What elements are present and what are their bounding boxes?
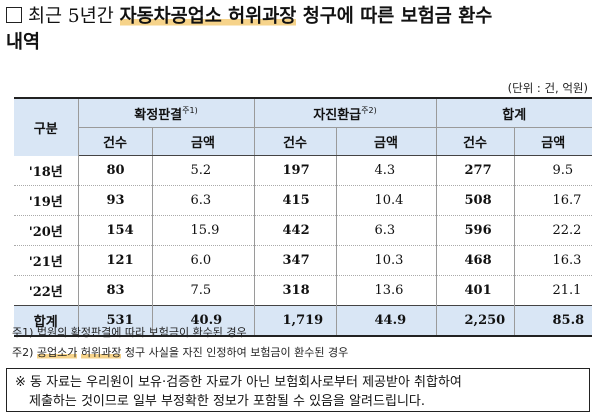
year-cell: '18년 xyxy=(14,155,79,186)
amount-cell: 9.5 xyxy=(513,155,592,186)
page-title: 최근 5년간 자동차공업소 허위과장 청구에 따른 보험금 환수 내역 xyxy=(6,4,596,56)
total-amount-cell: 44.9 xyxy=(335,305,437,337)
amount-cell: 6.3 xyxy=(151,185,255,216)
title-highlight: 자동차공업소 허위과장 xyxy=(119,6,297,27)
year-cell: '21년 xyxy=(14,245,79,276)
amount-cell: 7.5 xyxy=(151,275,255,306)
subheader-cell: 건수 xyxy=(77,127,153,156)
table-row: '19년 93 6.3 415 10.4 508 16.7 xyxy=(14,185,592,216)
count-cell: 442 xyxy=(253,215,337,246)
disclaimer-line-1: ※ 동 자료는 우리원이 보유·검증한 자료가 아닌 보험회사로부터 제공받아 … xyxy=(15,375,462,390)
total-amount-cell: 40.9 xyxy=(151,305,255,337)
subheader-cell: 금액 xyxy=(151,127,255,156)
year-cell: '22년 xyxy=(14,275,79,306)
subheader-cell: 금액 xyxy=(335,127,437,156)
count-cell: 347 xyxy=(253,245,337,276)
count-cell: 415 xyxy=(253,185,337,216)
amount-cell: 10.3 xyxy=(335,245,437,276)
recovery-table: 구분 확정판결주1) 자진환급주2) 합계 건수 금액 건수 금액 건수 금액 … xyxy=(14,97,592,337)
count-cell: 508 xyxy=(435,185,515,216)
count-cell: 121 xyxy=(77,245,153,276)
count-cell: 401 xyxy=(435,275,515,306)
count-cell: 154 xyxy=(77,215,153,246)
count-cell: 318 xyxy=(253,275,337,306)
subheader-cell: 금액 xyxy=(513,127,592,156)
subheader-cell: 건수 xyxy=(435,127,515,156)
total-count-cell: 531 xyxy=(77,305,153,337)
table-row: '21년 121 6.0 347 10.3 468 16.3 xyxy=(14,245,592,276)
checkbox-square-icon xyxy=(6,7,22,23)
footnote-2: 주2) 공업소가 허위과장 청구 사실을 자진 인정하여 보험금이 환수된 경우 xyxy=(12,346,349,359)
count-cell: 93 xyxy=(77,185,153,216)
table-row: '22년 83 7.5 318 13.6 401 21.1 xyxy=(14,275,592,306)
table-header-row: 구분 확정판결주1) 자진환급주2) 합계 xyxy=(14,98,592,156)
amount-cell: 16.3 xyxy=(513,245,592,276)
header-corner: 구분 xyxy=(14,98,79,156)
count-cell: 83 xyxy=(77,275,153,306)
title-line2: 내역 xyxy=(6,32,41,53)
total-row: 합계 531 40.9 1,719 44.9 2,250 85.8 xyxy=(14,305,592,337)
header-group: 합계 xyxy=(435,98,592,128)
subheader-cell: 건수 xyxy=(253,127,337,156)
count-cell: 80 xyxy=(77,155,153,186)
amount-cell: 21.1 xyxy=(513,275,592,306)
amount-cell: 13.6 xyxy=(335,275,437,306)
total-amount-cell: 85.8 xyxy=(513,305,592,337)
count-cell: 596 xyxy=(435,215,515,246)
count-cell: 277 xyxy=(435,155,515,186)
disclaimer-line-2: 제출하는 것이므로 일부 부정확한 정보가 포함될 수 있음을 알려드립니다. xyxy=(29,394,425,409)
year-cell: '20년 xyxy=(14,215,79,246)
disclaimer-box: ※ 동 자료는 우리원이 보유·검증한 자료가 아닌 보험회사로부터 제공받아 … xyxy=(6,368,590,412)
count-cell: 197 xyxy=(253,155,337,186)
amount-cell: 16.7 xyxy=(513,185,592,216)
amount-cell: 10.4 xyxy=(335,185,437,216)
count-cell: 468 xyxy=(435,245,515,276)
amount-cell: 15.9 xyxy=(151,215,255,246)
footnote-1: 주1) 법원의 확정판결에 따라 보험금이 환수된 경우 xyxy=(12,326,247,339)
amount-cell: 22.2 xyxy=(513,215,592,246)
header-group: 확정판결주1) xyxy=(77,98,255,128)
unit-label: (단위 : 건, 억원) xyxy=(507,81,588,95)
amount-cell: 6.3 xyxy=(335,215,437,246)
amount-cell: 5.2 xyxy=(151,155,255,186)
year-cell: '19년 xyxy=(14,185,79,216)
amount-cell: 4.3 xyxy=(335,155,437,186)
table-subheader-row: 건수 금액 건수 금액 건수 금액 xyxy=(14,127,592,156)
table-row: '20년 154 15.9 442 6.3 596 22.2 xyxy=(14,215,592,246)
header-group: 자진환급주2) xyxy=(253,98,437,128)
total-count-cell: 1,719 xyxy=(253,305,337,337)
total-label: 합계 xyxy=(14,305,79,337)
total-count-cell: 2,250 xyxy=(435,305,515,337)
amount-cell: 6.0 xyxy=(151,245,255,276)
title-rest: 청구에 따른 보험금 환수 xyxy=(296,6,493,27)
table-row: '18년 80 5.2 197 4.3 277 9.5 xyxy=(14,155,592,186)
title-prefix: 최근 5년간 xyxy=(28,6,120,27)
